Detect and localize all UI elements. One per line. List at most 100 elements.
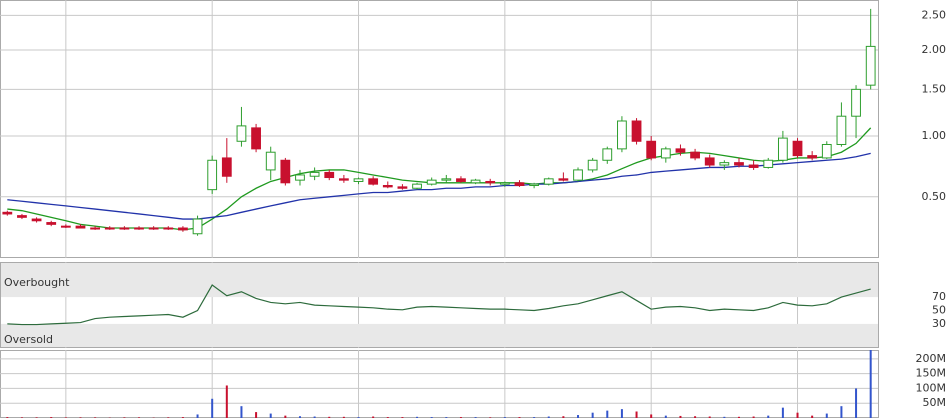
candle-body [763,159,774,168]
candle-body [646,140,657,159]
volume-bar [225,385,228,418]
candle-body [587,159,598,171]
candle-body [265,151,276,171]
volume-bar [869,350,872,418]
y-tick-label: 200M [916,352,947,365]
candle-body [807,155,818,159]
volume-bar [752,416,755,418]
volume-bar [196,414,199,418]
volume-bar [284,415,287,418]
volume-bar [723,416,726,418]
volume-bar [416,416,419,418]
volume-bar [577,415,580,418]
candle-body [2,211,13,215]
candle-body [499,182,510,185]
candle-body [690,151,700,159]
volume-bar [650,414,653,418]
volume-bar [825,413,828,418]
candle-body [543,178,554,185]
volume-bar [211,398,214,418]
volume-bar [547,416,550,418]
volume-bar [708,416,711,418]
volume-bar [298,416,301,418]
candle-body [31,218,42,222]
y-tick-label: 30 [932,317,946,330]
candle-body [470,179,481,184]
candle-body [90,227,101,230]
volume-bar [694,416,697,418]
candle-body [514,182,525,187]
candle-body [851,88,861,117]
volume-bar [372,416,375,418]
volume-bar [562,416,565,418]
y-tick-label: 100M [916,381,947,394]
candle-body [748,164,759,168]
candle-body [719,162,730,166]
candle-body [792,140,803,157]
band-label: Oversold [4,333,53,346]
volume-bar [606,410,609,418]
band-label: Overbought [4,276,70,289]
candle-body [338,178,349,181]
volume-bar [269,413,272,418]
y-tick-label: 150M [916,367,947,380]
candle-body [382,185,393,188]
candle-body [617,120,627,150]
candle-body [441,178,452,181]
volume-bar [767,415,770,418]
candle-body [309,171,320,177]
candle-body [75,225,86,229]
volume-bar [591,412,594,418]
volume-bar [840,406,843,418]
candle-body [836,115,847,145]
volume-bar [342,416,345,418]
volume-bar [811,415,814,418]
volume-bar [796,412,799,418]
y-tick-label: 1.50 [922,82,947,95]
panel-frame [0,262,879,348]
candle-body [295,174,305,181]
volume-bar [855,388,858,418]
y-tick-label: 1.00 [922,129,947,142]
candle-body [119,227,130,230]
moving-average [7,152,871,220]
volume-bar [313,416,316,418]
candle-body [821,143,832,159]
candle-body [104,227,115,230]
panel-frame [0,0,879,258]
candle-body [192,218,203,235]
candle-body [456,178,466,182]
volume-bar [664,415,667,418]
y-tick-label: 2.50 [922,8,947,21]
volume-bar [255,412,258,418]
y-tick-label: 0.50 [922,190,947,203]
overbought-band [1,263,878,298]
candle-body [163,227,174,230]
candle-body [207,159,218,191]
candle-body [704,157,715,166]
volume-bar [737,416,740,418]
candle-body [397,186,408,189]
candle-body [353,178,364,182]
y-tick-label: 50 [932,304,946,317]
candle-body [324,171,335,179]
y-tick-label: 2.00 [922,43,947,56]
volume-bar [620,409,623,418]
candle-body [236,125,247,142]
y-tick-label: 70 [932,290,946,303]
y-tick-label: 50M [923,396,947,409]
oversold-band [1,323,878,347]
candle-body [280,159,291,184]
volume-bar [328,416,331,418]
candle-body [558,178,569,181]
candle-body [60,225,71,228]
candle-body [602,148,613,161]
panel-frame [0,350,879,418]
candle-body [251,127,261,150]
volume-bar [240,406,243,418]
candle-body [777,137,788,161]
candle-body [412,183,422,189]
candle-body [178,227,188,231]
volume-bar [781,407,784,418]
